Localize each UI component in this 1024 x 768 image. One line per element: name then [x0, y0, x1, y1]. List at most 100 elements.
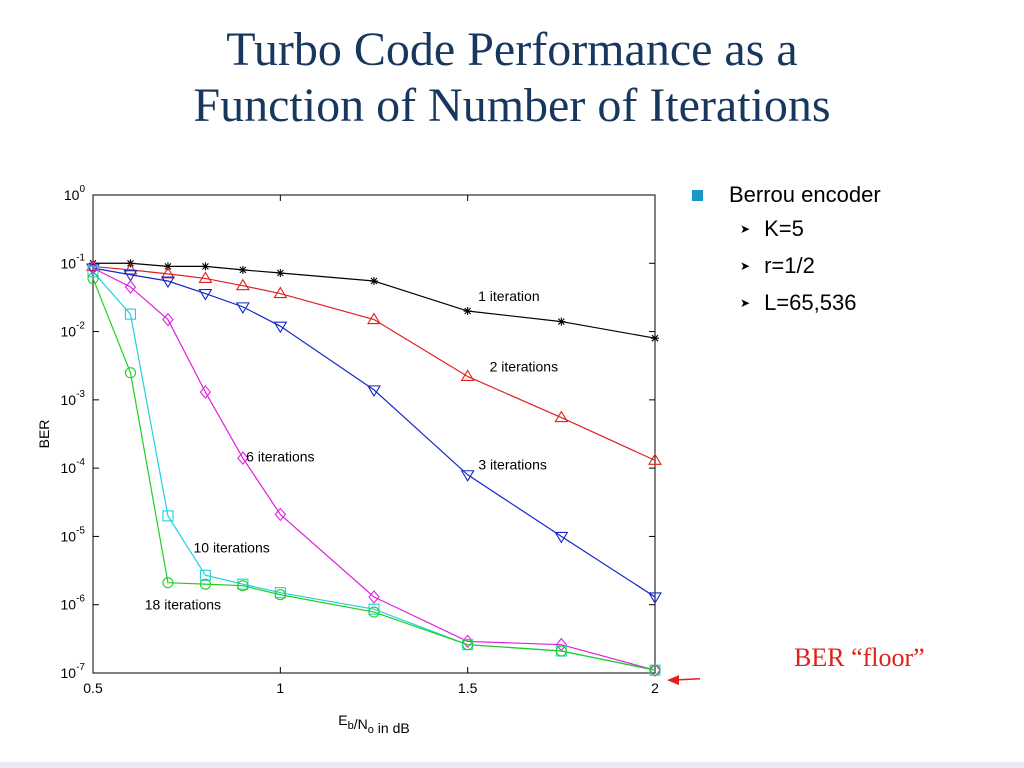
y-tick-label: 10-7	[61, 662, 86, 681]
title-line-1: Turbo Code Performance as a	[226, 23, 798, 76]
slide-title: Turbo Code Performance as a Function of …	[60, 22, 964, 134]
y-tick-label: 10-4	[61, 457, 86, 476]
data-point-marker	[199, 385, 212, 399]
data-point-marker	[237, 451, 249, 466]
x-tick-label: 0.5	[83, 680, 103, 696]
bullet-sub-k: ➤ K=5	[740, 210, 1010, 247]
data-point-marker	[555, 645, 567, 657]
data-point-marker	[163, 262, 172, 271]
data-point-marker	[273, 286, 288, 299]
series-line	[92, 267, 656, 598]
data-point-marker	[87, 266, 99, 278]
curve-label: 3 iterations	[478, 457, 546, 473]
title-line-2: Function of Number of Iterations	[193, 79, 831, 132]
data-point-marker	[87, 272, 99, 284]
data-point-marker	[367, 385, 381, 397]
data-point-marker	[463, 307, 472, 316]
data-point-marker	[368, 606, 380, 618]
data-point-marker	[274, 589, 286, 601]
data-point-marker	[124, 280, 137, 294]
data-point-marker	[124, 308, 137, 320]
data-point-marker	[235, 302, 250, 314]
data-point-marker	[87, 261, 99, 275]
arrow-bullet-icon: ➤	[740, 258, 751, 273]
data-point-marker	[460, 470, 475, 482]
data-point-marker	[238, 265, 247, 274]
series-18-iterations	[87, 272, 661, 676]
arrow-bullet-icon: ➤	[740, 221, 751, 236]
data-point-marker	[162, 510, 174, 522]
floor-arrow-head	[667, 675, 679, 686]
label-layer: 1 iteration 2 iterations 3 iterations 6 ite…	[145, 288, 558, 612]
axis-ticks: 0.5 1 1.5 2 100 10-1 10-2 10-3 10-4 10-5 10-6 10-7	[61, 184, 660, 696]
y-tick-label: 10-3	[61, 389, 86, 408]
series-line	[92, 278, 656, 671]
series-line	[92, 265, 656, 461]
data-point-marker	[554, 531, 569, 544]
data-point-marker	[651, 334, 659, 343]
floor-arrow	[667, 675, 700, 686]
data-point-marker	[648, 592, 662, 605]
bullet-sub-l: ➤ L=65,536	[740, 284, 1010, 321]
curve-label: 6 iterations	[246, 449, 314, 465]
x-tick-label: 2	[651, 680, 659, 696]
ber-chart: 0.5 1 1.5 210010-110-210-310-410-510-610-7 …	[36, 184, 700, 736]
y-tick-label: 10-6	[61, 594, 86, 613]
bullet-berrou-encoder: Berrou encoder	[690, 180, 1010, 210]
curve-label: 2 iterations	[490, 359, 558, 375]
plot-frame	[92, 194, 656, 674]
data-point-marker	[89, 259, 97, 268]
data-point-marker	[649, 663, 661, 678]
series-line	[93, 262, 656, 339]
bullet-list: Berrou encoder ➤ K=5 ➤ r=1/2 ➤ L=65,536	[690, 180, 1010, 321]
data-point-marker	[460, 369, 475, 382]
data-point-marker	[201, 262, 210, 271]
data-point-marker	[276, 269, 285, 278]
data-point-marker	[162, 312, 174, 327]
x-tick-label: 1	[276, 680, 284, 696]
data-point-marker	[235, 278, 250, 291]
data-point-marker	[237, 580, 249, 592]
bullet-sub-text: K=5	[764, 215, 804, 241]
data-point-marker	[160, 266, 175, 279]
data-point-marker	[124, 367, 137, 379]
data-point-marker	[370, 277, 378, 286]
square-bullet-icon	[692, 189, 703, 201]
data-point-marker	[273, 321, 288, 334]
series-layer	[86, 259, 662, 678]
data-point-marker	[462, 639, 474, 651]
series-1-iteration	[89, 259, 659, 343]
y-tick-label: 10-5	[61, 525, 86, 544]
data-point-marker	[123, 270, 138, 282]
series-line	[92, 267, 656, 671]
bullet-sub-text: L=65,536	[764, 289, 857, 315]
curve-label: 10 iterations	[193, 540, 269, 556]
data-point-marker	[368, 590, 380, 604]
data-point-marker	[649, 664, 661, 676]
floor-arrow-line	[671, 677, 700, 681]
y-tick-label: 10-1	[61, 252, 86, 271]
series-10-iterations	[87, 266, 661, 676]
data-point-marker	[198, 271, 213, 283]
bullet-sub-text: r=1/2	[764, 252, 815, 278]
data-point-marker	[648, 453, 662, 465]
data-point-marker	[274, 507, 287, 522]
series-2-iterations	[86, 259, 662, 465]
bottom-bar	[0, 762, 1024, 768]
y-axis-label: BER	[36, 420, 52, 449]
data-point-marker	[123, 262, 138, 275]
series-3-iterations	[86, 263, 662, 605]
data-point-marker	[198, 289, 213, 301]
x-tick-label: 1.5	[458, 680, 478, 696]
y-tick-label: 100	[64, 184, 86, 203]
data-point-marker	[199, 569, 211, 581]
y-tick-label: 10-2	[61, 321, 86, 340]
curve-label: 1 iteration	[478, 288, 539, 304]
data-point-marker	[162, 577, 174, 589]
data-point-marker	[554, 410, 569, 423]
data-point-marker	[367, 312, 381, 325]
data-point-marker	[199, 578, 211, 590]
data-point-marker	[160, 276, 175, 289]
data-point-marker	[557, 317, 566, 326]
bullet-sub-r: ➤ r=1/2	[740, 247, 1010, 284]
